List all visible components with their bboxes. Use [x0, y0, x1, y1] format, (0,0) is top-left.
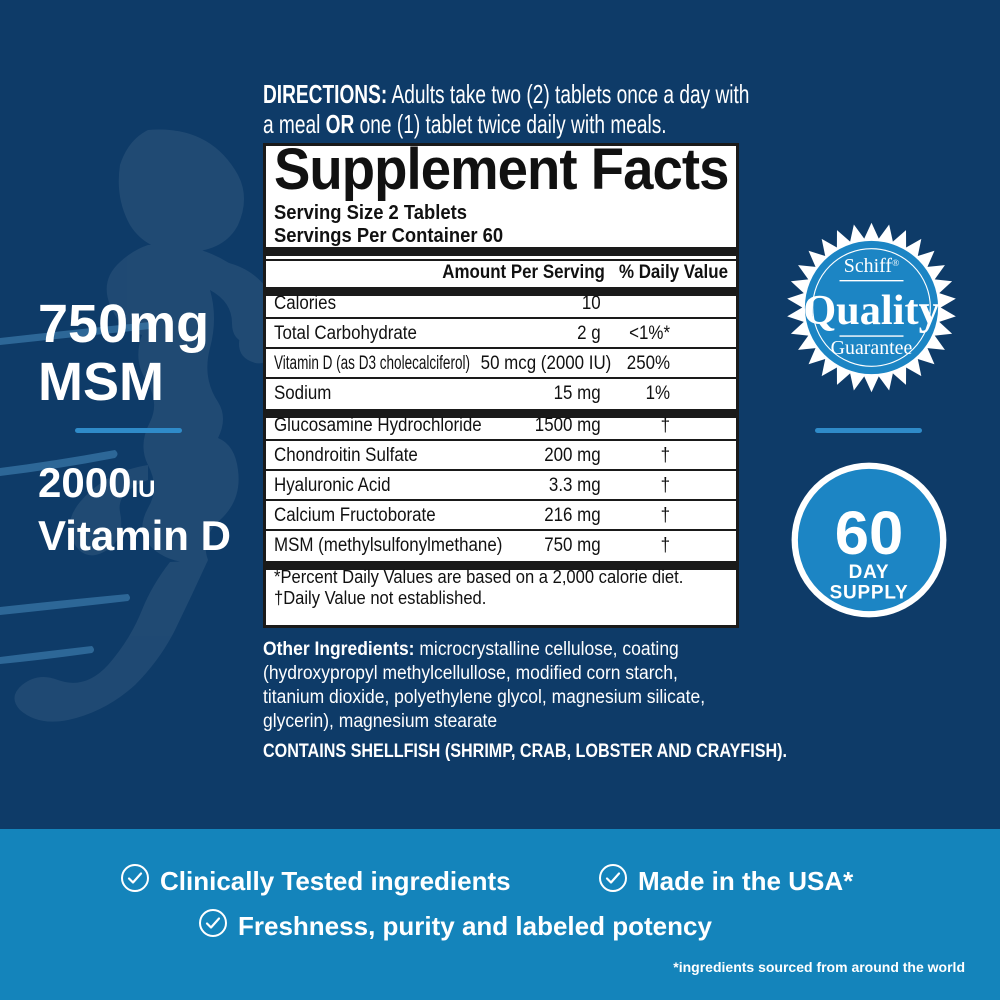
svg-text:Schiff®: Schiff®: [844, 255, 899, 277]
svg-text:SUPPLY: SUPPLY: [830, 582, 909, 603]
svg-text:Guarantee: Guarantee: [831, 337, 913, 359]
svg-text:Quality: Quality: [803, 287, 940, 334]
svg-text:60: 60: [835, 499, 904, 568]
svg-text:DAY: DAY: [849, 562, 890, 583]
